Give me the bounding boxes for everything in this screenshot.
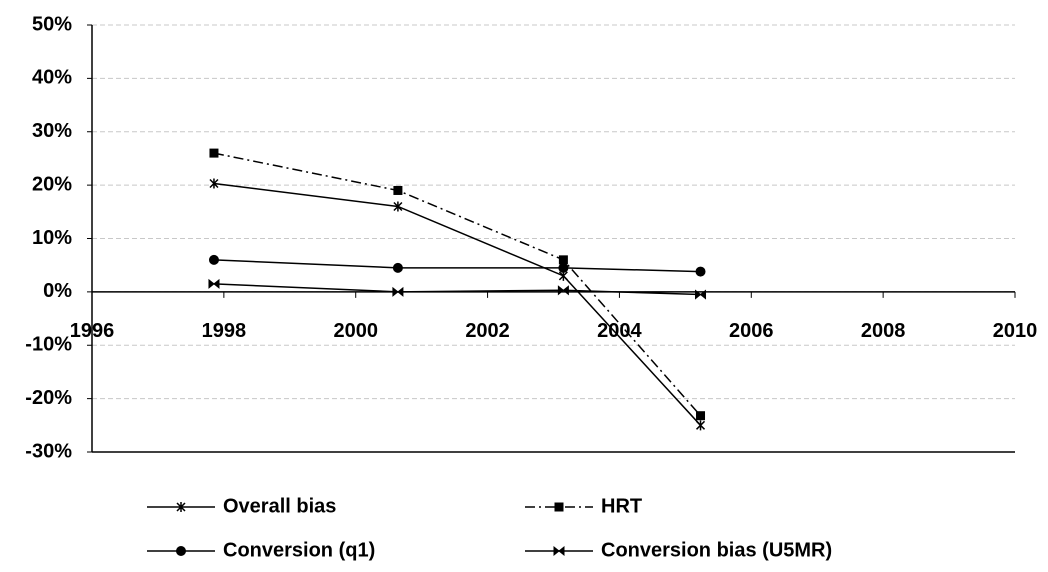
marker — [393, 201, 403, 212]
x-tick-label: 1998 — [202, 320, 247, 342]
marker — [558, 255, 568, 265]
x-tick-label: 1996 — [70, 320, 115, 342]
y-tick-label: 20% — [32, 173, 72, 195]
marker — [209, 178, 219, 189]
marker — [209, 148, 219, 158]
x-tick-label: 2004 — [597, 320, 642, 342]
y-tick-label: -10% — [25, 334, 72, 356]
x-tick-label: 2008 — [861, 320, 906, 342]
legend-label: Conversion (q1) — [223, 539, 375, 561]
legend-label: HRT — [601, 495, 642, 517]
legend-marker — [176, 502, 186, 512]
marker — [393, 185, 403, 195]
marker — [208, 278, 220, 289]
marker — [696, 411, 706, 421]
y-tick-label: 50% — [32, 13, 72, 35]
y-tick-label: 40% — [32, 67, 72, 89]
series-line — [213, 259, 701, 273]
marker — [392, 286, 404, 297]
y-tick-label: -20% — [25, 387, 72, 409]
series-line — [213, 283, 701, 296]
marker — [558, 262, 569, 273]
legend-marker — [554, 502, 564, 512]
y-tick-label: 10% — [32, 227, 72, 249]
y-tick-label: -30% — [25, 440, 72, 462]
marker — [208, 254, 219, 265]
x-tick-label: 2010 — [993, 320, 1038, 342]
marker — [695, 266, 706, 277]
y-tick-label: 0% — [43, 280, 72, 302]
y-tick-label: 30% — [32, 120, 72, 142]
marker — [557, 285, 569, 296]
marker — [392, 262, 403, 273]
legend-label: Overall bias — [223, 495, 336, 517]
legend-marker — [553, 545, 565, 557]
marker — [695, 420, 706, 431]
marker — [695, 289, 707, 300]
legend-marker — [176, 546, 186, 556]
legend-label: Conversion bias (U5MR) — [601, 539, 832, 561]
x-tick-label: 2002 — [465, 320, 510, 342]
x-tick-label: 2006 — [729, 320, 774, 342]
x-tick-label: 2000 — [333, 320, 378, 342]
series-line — [213, 182, 702, 426]
